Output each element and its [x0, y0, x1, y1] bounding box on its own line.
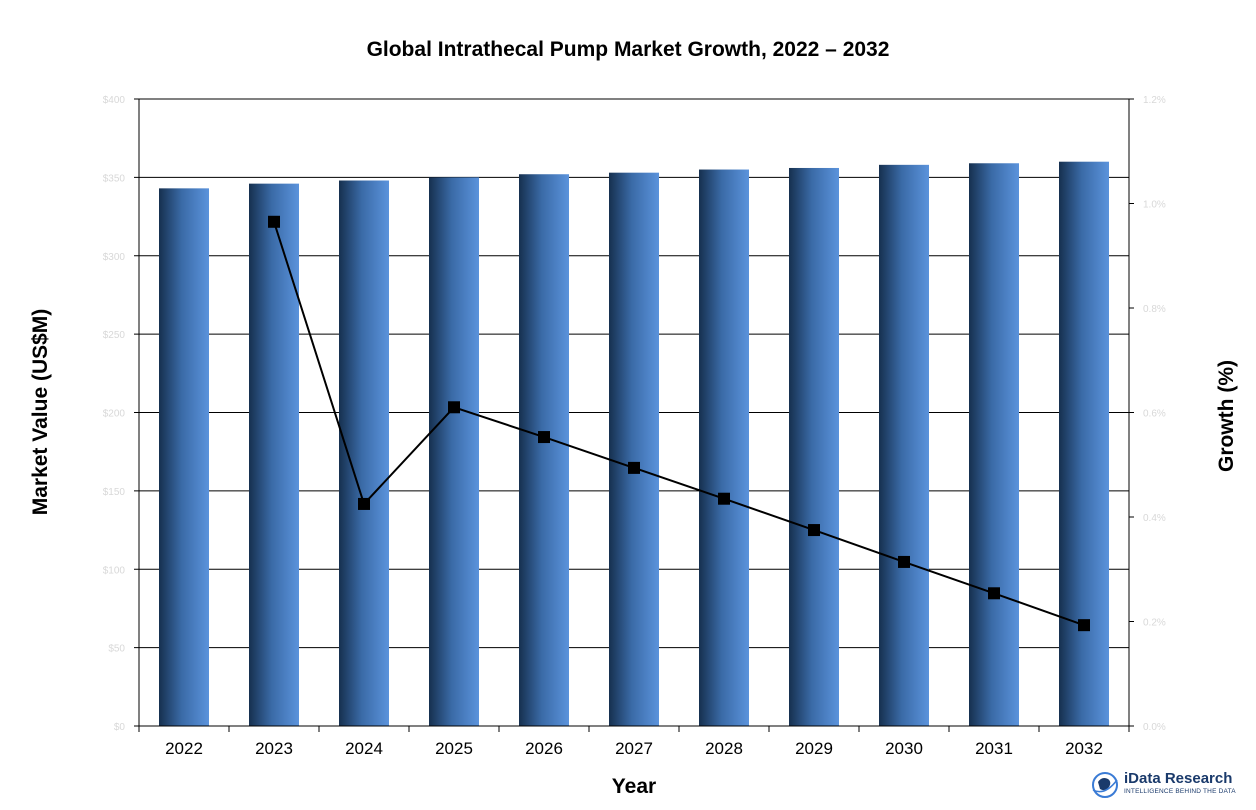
- left-axis-ticks: $0 $50 $100 $150 $200 $250 $300 $350 $400: [103, 95, 126, 733]
- growth-line-path: [273, 221, 1085, 627]
- x-tick-label-2032: 2032: [1065, 739, 1103, 758]
- left-tick-label: $300: [103, 252, 126, 263]
- right-axis-ticks: 0.0% 0.2% 0.4% 0.6% 0.8% 1.0% 1.2%: [1143, 95, 1166, 733]
- chart-title: Global Intrathecal Pump Market Growth, 2…: [367, 38, 890, 61]
- growth-point-2028: [718, 492, 730, 505]
- left-tick-label: $100: [103, 565, 126, 576]
- growth-line: [268, 215, 1090, 632]
- left-tick-label: $0: [114, 722, 126, 733]
- bar-2023: [249, 183, 299, 726]
- x-tick-label-2030: 2030: [885, 739, 923, 758]
- x-tick-label-2025: 2025: [435, 739, 473, 758]
- bar-2031: [969, 163, 1019, 726]
- x-axis-title: Year: [612, 775, 656, 798]
- right-tick-label: 0.8%: [1143, 304, 1166, 315]
- globe-icon: [1092, 772, 1118, 798]
- growth-point-2027: [628, 461, 640, 474]
- bar-2022: [159, 188, 209, 726]
- growth-point-2024: [358, 497, 370, 510]
- growth-point-2025: [448, 401, 460, 414]
- right-tick-label: 1.0%: [1143, 200, 1166, 211]
- growth-point-2031: [988, 587, 1000, 600]
- right-tick-label: 0.0%: [1143, 722, 1166, 733]
- growth-point-2029: [808, 524, 820, 537]
- bar-2024: [339, 180, 389, 726]
- bar-2030: [879, 164, 929, 726]
- left-tick-label: $350: [103, 173, 126, 184]
- right-tick-label: 0.6%: [1143, 409, 1166, 420]
- x-tick-label-2022: 2022: [165, 739, 203, 758]
- growth-point-2026: [538, 431, 550, 444]
- x-tick-label-2029: 2029: [795, 739, 833, 758]
- x-tick-label-2024: 2024: [345, 739, 383, 758]
- bar-2025: [429, 177, 479, 726]
- right-tick-label: 0.2%: [1143, 618, 1166, 629]
- growth-point-2030: [898, 555, 910, 568]
- y-axis-title-left: Market Value (US$M): [29, 309, 52, 516]
- left-tick-label: $200: [103, 409, 126, 420]
- growth-point-2023: [268, 215, 280, 228]
- x-tick-label-2023: 2023: [255, 739, 293, 758]
- brand-name: iData Research: [1124, 770, 1233, 787]
- left-tick-label: $400: [103, 95, 126, 106]
- left-tick-label: $150: [103, 487, 126, 498]
- y-axis-title-right: Growth (%): [1215, 360, 1238, 472]
- bars: [159, 161, 1109, 727]
- axes: [134, 98, 1134, 732]
- x-tick-label-2027: 2027: [615, 739, 653, 758]
- x-tick-label-2031: 2031: [975, 739, 1013, 758]
- bar-2026: [519, 174, 569, 727]
- bar-2027: [609, 172, 659, 727]
- x-tick-label-2026: 2026: [525, 739, 563, 758]
- bar-2028: [699, 169, 749, 727]
- left-tick-label: $250: [103, 330, 126, 341]
- growth-point-2032: [1078, 619, 1090, 632]
- x-axis-ticks: 2022 2023 2024 2025 2026 2027 2028 2029 2030 2031…: [165, 739, 1103, 758]
- brand-logo: iData Research INTELLIGENCE BEHIND THE D…: [1090, 768, 1252, 804]
- right-tick-label: 1.2%: [1143, 95, 1166, 106]
- left-tick-label: $50: [108, 644, 125, 655]
- brand-tagline: INTELLIGENCE BEHIND THE DATA: [1124, 788, 1236, 795]
- right-tick-label: 0.4%: [1143, 513, 1166, 524]
- x-tick-label-2028: 2028: [705, 739, 743, 758]
- bar-2032: [1059, 161, 1109, 726]
- bar-2029: [789, 167, 839, 727]
